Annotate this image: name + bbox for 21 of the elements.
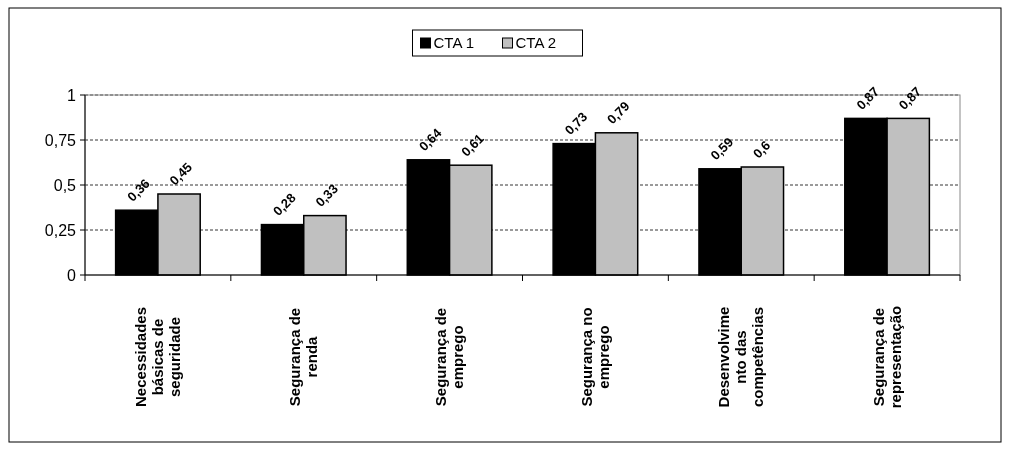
x-tick-label: Desenvolvime nto das competências [715, 306, 767, 408]
text: 0,73 [561, 109, 591, 138]
text: 0,79 [604, 98, 633, 127]
y-tick-label: 0,75 [44, 131, 77, 149]
y-tick-label: 0,25 [44, 221, 77, 239]
x-tick-label: Segurança de representação [869, 305, 904, 409]
text: 0,28 [270, 190, 299, 219]
y-tick-label: 0 [67, 266, 77, 284]
y-tick-label: 0,5 [53, 176, 77, 194]
legend-label: CTA 2 [515, 34, 557, 51]
text: 0,33 [312, 181, 341, 210]
text: 0,36 [124, 175, 153, 205]
text: 0,61 [458, 130, 487, 160]
x-tick-label: Segurança de emprego [432, 307, 467, 407]
text: 0,59 [707, 134, 737, 163]
y-tick-label: 1 [67, 86, 77, 104]
x-tick-label: Segurança no emprego [577, 307, 612, 407]
legend-label: CTA 1 [433, 34, 475, 51]
x-tick-label: Segurança de renda [286, 307, 321, 407]
text: 0,6 [749, 137, 774, 162]
x-tick-label: Necessidades básicas de seguridade [131, 306, 183, 408]
